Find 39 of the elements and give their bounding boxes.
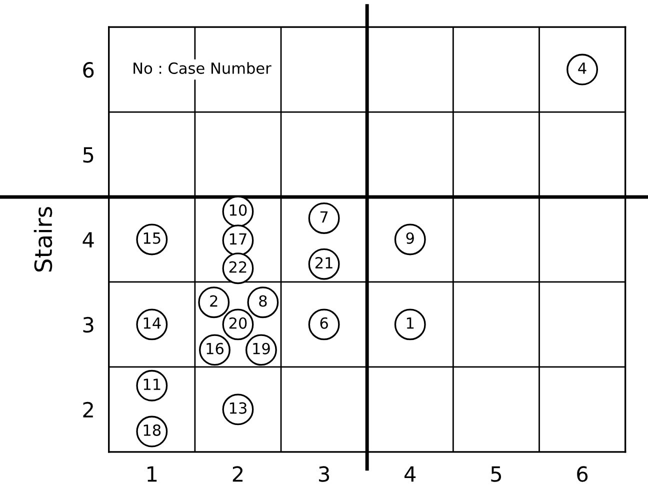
annotation: 22 — [229, 261, 246, 273]
annotation: 14 — [144, 318, 161, 329]
point — [247, 286, 279, 318]
y-tick-label: 5 — [83, 147, 94, 163]
x-tick-label: 6 — [577, 466, 588, 482]
x-tick-label: 1 — [148, 466, 157, 482]
annotation: 4 — [578, 62, 586, 74]
annotation: 11 — [144, 378, 160, 390]
point — [566, 54, 598, 86]
annotation: 13 — [230, 402, 246, 414]
annotation: 19 — [253, 342, 270, 354]
point — [308, 308, 340, 340]
point — [308, 202, 340, 234]
annotation: 2 — [210, 295, 218, 307]
y-tick-label: 2 — [83, 402, 93, 418]
x-tick-label: 5 — [491, 466, 502, 482]
x-tick-label: 4 — [404, 466, 416, 482]
annotation: 21 — [315, 256, 332, 268]
x-tick-label: 3 — [319, 466, 330, 482]
point — [394, 224, 426, 256]
annotation: 20 — [229, 317, 247, 329]
annotation: 17 — [230, 233, 246, 245]
point — [198, 286, 230, 318]
annotation: 10 — [230, 204, 247, 216]
annotation: 7 — [320, 211, 328, 222]
x-tick-label: 2 — [232, 466, 243, 482]
point — [394, 308, 426, 340]
y-tick-label: 6 — [83, 62, 94, 78]
annotation: 9 — [406, 232, 414, 244]
annotation: 8 — [259, 295, 267, 307]
annotation: 15 — [144, 232, 160, 244]
y-tick-label: 3 — [83, 316, 94, 333]
annotation: No : Case Number — [134, 62, 272, 74]
y-tick-label: 4 — [82, 232, 94, 248]
annotation: 6 — [320, 317, 328, 329]
annotation: 16 — [206, 342, 224, 354]
y-axis-title: Stairs — [34, 206, 52, 272]
annotation: 1 — [406, 318, 414, 329]
annotation: 18 — [144, 424, 161, 436]
